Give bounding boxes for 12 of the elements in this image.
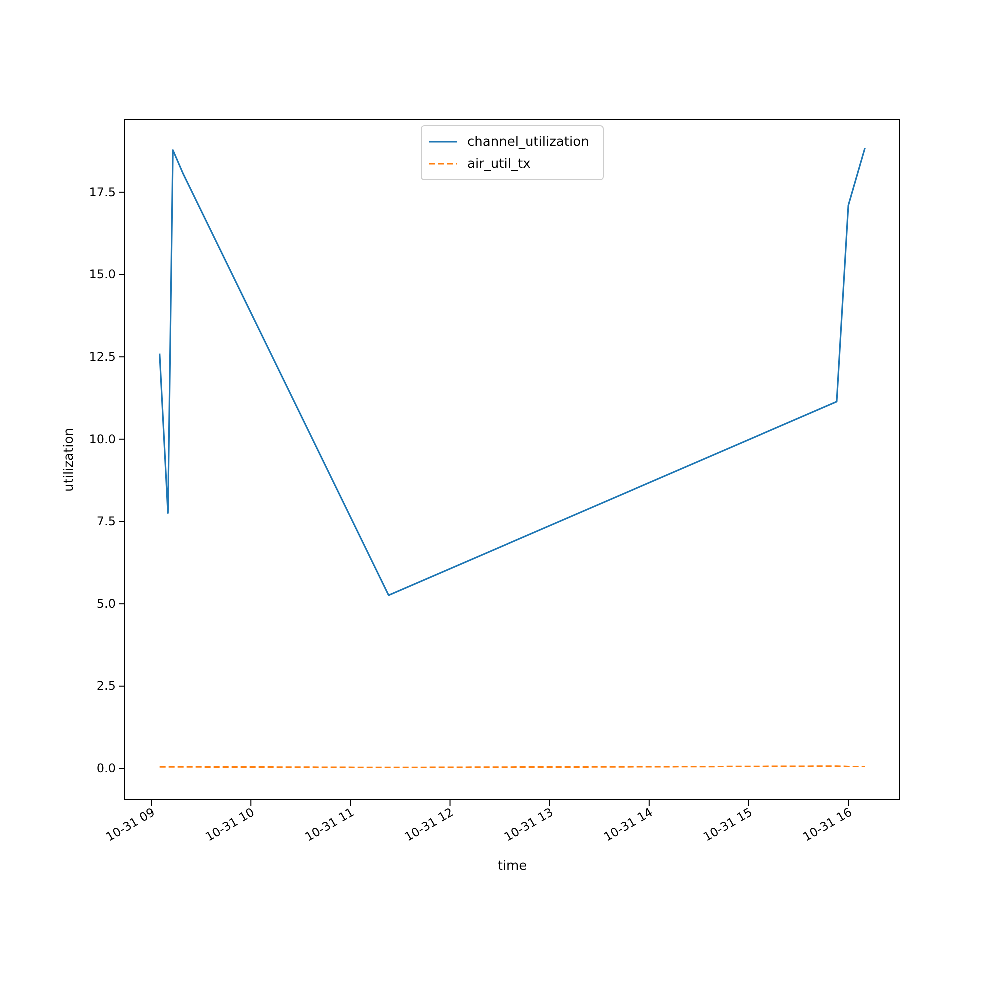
y-tick-label: 0.0	[96, 762, 116, 776]
y-tick-label: 12.5	[89, 350, 116, 364]
legend-label: air_util_tx	[468, 157, 532, 172]
y-axis-title: utilization	[62, 428, 77, 492]
y-tick-label: 17.5	[89, 185, 116, 200]
y-tick-label: 7.5	[96, 514, 116, 529]
y-tick-label: 5.0	[96, 596, 116, 611]
y-tick-label: 10.0	[89, 432, 116, 446]
y-tick-label: 2.5	[96, 679, 116, 694]
legend-label: channel_utilization	[468, 135, 590, 150]
y-tick-label: 15.0	[89, 268, 116, 282]
x-axis-title: time	[498, 859, 528, 874]
